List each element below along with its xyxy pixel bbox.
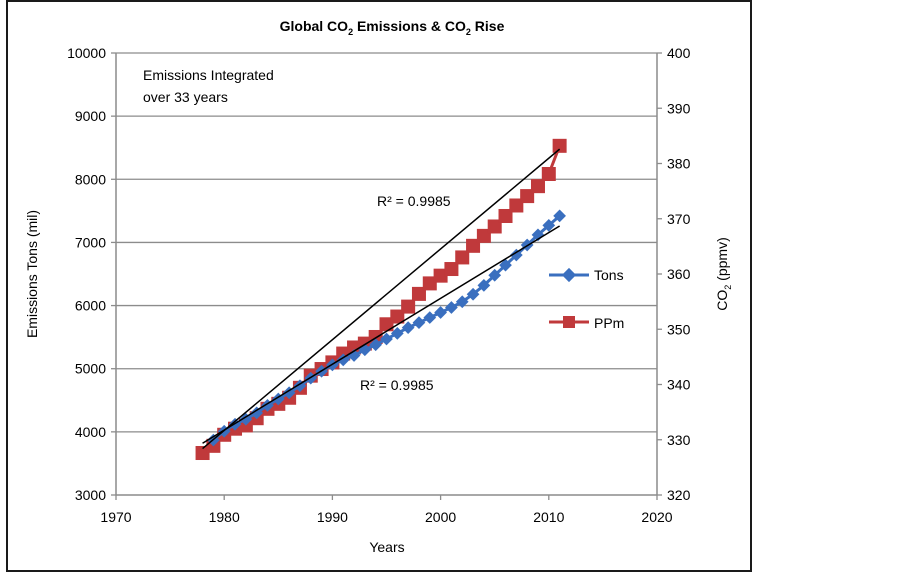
y-right-tick-label: 400 bbox=[667, 45, 691, 61]
data-point-ppm bbox=[422, 276, 437, 291]
data-point-tons bbox=[390, 326, 404, 340]
legend-marker-ppm bbox=[563, 316, 575, 328]
x-axis-ticks: 1970 1980 1990 2000 2010 2020 bbox=[100, 495, 673, 525]
x-tick-label: 1980 bbox=[209, 509, 240, 525]
data-point-ppm bbox=[466, 238, 481, 253]
data-point-ppm bbox=[379, 317, 394, 332]
y-left-tick-label: 4000 bbox=[75, 424, 106, 440]
gridlines bbox=[116, 52, 657, 433]
y-left-tick-label: 3000 bbox=[75, 487, 106, 503]
legend-label-ppm: PPm bbox=[594, 315, 624, 331]
y-right-tick-label: 380 bbox=[667, 156, 691, 172]
data-point-ppm bbox=[411, 286, 426, 301]
data-point-ppm bbox=[498, 208, 513, 223]
x-tick-label: 2010 bbox=[533, 509, 564, 525]
y-left-tick-label: 9000 bbox=[75, 108, 106, 124]
r2-label-ppm: R² = 0.9985 bbox=[377, 193, 451, 209]
data-point-tons bbox=[282, 386, 296, 400]
data-point-ppm bbox=[195, 446, 210, 461]
trendline-tons bbox=[202, 225, 561, 444]
data-point-tons bbox=[412, 316, 426, 329]
data-point-ppm bbox=[552, 138, 567, 153]
y-right-tick-label: 330 bbox=[667, 432, 691, 448]
annotation-line-2: over 33 years bbox=[143, 89, 228, 105]
data-point-tons bbox=[488, 268, 502, 282]
annotation-line-1: Emissions Integrated bbox=[143, 67, 274, 83]
data-point-ppm bbox=[390, 309, 405, 324]
data-point-ppm bbox=[444, 262, 459, 277]
data-point-tons bbox=[434, 306, 447, 319]
data-point-ppm bbox=[455, 250, 470, 265]
y-right-tick-label: 370 bbox=[667, 211, 691, 227]
data-point-tons bbox=[423, 311, 437, 324]
y-left-tick-label: 5000 bbox=[75, 361, 106, 377]
data-point-ppm bbox=[433, 268, 448, 283]
y-left-tick-label: 10000 bbox=[67, 45, 106, 61]
data-point-tons bbox=[401, 321, 415, 335]
y-axis-left-label: Emissions Tons (mil) bbox=[24, 210, 40, 338]
series-layer bbox=[195, 138, 567, 461]
x-axis-label: Years bbox=[369, 539, 404, 555]
data-point-tons bbox=[455, 295, 469, 309]
data-point-ppm bbox=[347, 340, 362, 355]
data-point-tons bbox=[336, 353, 350, 367]
x-tick-label: 2000 bbox=[425, 509, 456, 525]
data-point-ppm bbox=[541, 166, 556, 181]
data-point-ppm bbox=[487, 219, 502, 234]
x-tick-label: 2020 bbox=[641, 509, 672, 525]
data-point-ppm bbox=[476, 228, 491, 243]
data-point-ppm bbox=[530, 179, 545, 194]
data-point-ppm bbox=[509, 198, 524, 213]
y-right-tick-label: 360 bbox=[667, 266, 691, 282]
y-axis-left-ticks: 3000 4000 5000 6000 7000 8000 9000 10000 bbox=[67, 45, 116, 503]
data-point-ppm bbox=[401, 299, 416, 314]
data-point-tons bbox=[466, 287, 480, 301]
data-point-ppm bbox=[520, 189, 535, 204]
y-left-tick-label: 8000 bbox=[75, 171, 106, 187]
legend-item-tons[interactable]: Tons bbox=[549, 267, 624, 283]
y-right-tick-label: 350 bbox=[667, 321, 691, 337]
x-tick-label: 1990 bbox=[317, 509, 348, 525]
y-left-tick-label: 6000 bbox=[75, 298, 106, 314]
y-right-tick-label: 390 bbox=[667, 100, 691, 116]
r2-label-tons: R² = 0.9985 bbox=[360, 377, 434, 393]
legend-marker-tons bbox=[561, 267, 577, 283]
y-axis-right-ticks: 320 330 340 350 360 370 380 390 400 bbox=[657, 45, 691, 503]
data-point-tons bbox=[380, 332, 393, 346]
trendline-ppm bbox=[202, 148, 561, 450]
data-point-tons bbox=[477, 279, 491, 292]
data-point-tons bbox=[445, 301, 458, 314]
data-point-tons bbox=[250, 406, 264, 420]
y-right-tick-label: 340 bbox=[667, 377, 691, 393]
trendlines bbox=[202, 148, 561, 450]
legend-label-tons: Tons bbox=[594, 267, 624, 283]
chart-frame bbox=[6, 0, 752, 572]
chart-title: Global CO2 Emissions & CO2 Rise bbox=[280, 18, 505, 37]
data-point-tons bbox=[369, 338, 383, 352]
y-axis-right-label: CO2 (ppmv) bbox=[714, 237, 733, 310]
legend: Tons PPm bbox=[549, 267, 624, 331]
data-point-tons bbox=[239, 412, 253, 426]
legend-item-ppm[interactable]: PPm bbox=[549, 315, 624, 331]
y-left-tick-label: 7000 bbox=[75, 234, 106, 250]
x-tick-label: 1970 bbox=[100, 509, 131, 525]
y-right-tick-label: 320 bbox=[667, 487, 691, 503]
data-point-tons bbox=[499, 258, 512, 272]
series-tons bbox=[207, 209, 566, 447]
